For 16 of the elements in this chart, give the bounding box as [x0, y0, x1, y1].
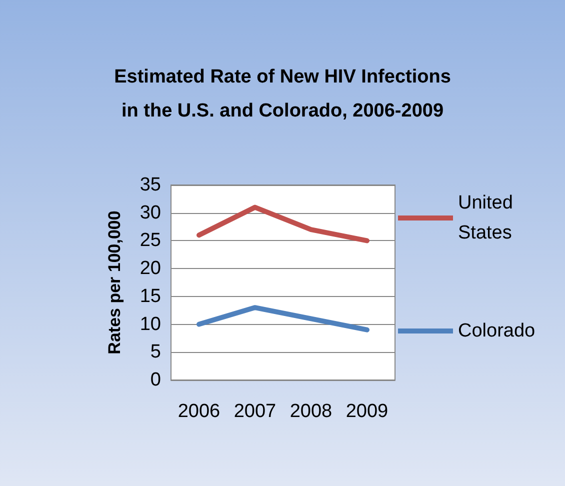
y-tick-label: 0	[150, 370, 161, 390]
y-tick-label: 35	[140, 174, 161, 196]
y-tick-label: 30	[140, 202, 161, 224]
legend-label: Colorado	[458, 320, 536, 342]
y-tick-label: 15	[140, 286, 161, 307]
chart-title: Estimated Rate of New HIV Infections in the U.S. and Colorado, 2006-2009	[114, 66, 451, 122]
y-axis-title: Rates per 100,000	[105, 210, 124, 354]
y-tick-label: 20	[140, 258, 161, 280]
x-tick-label: 2009	[346, 401, 388, 422]
y-tick-label: 25	[140, 230, 161, 252]
y-tick-label: 5	[150, 342, 161, 363]
x-tick-label: 2007	[234, 401, 276, 422]
x-tick-label: 2006	[178, 401, 220, 422]
y-tick-label: 10	[140, 314, 161, 335]
legend-label: United States	[458, 192, 518, 244]
x-tick-label: 2008	[290, 401, 332, 422]
